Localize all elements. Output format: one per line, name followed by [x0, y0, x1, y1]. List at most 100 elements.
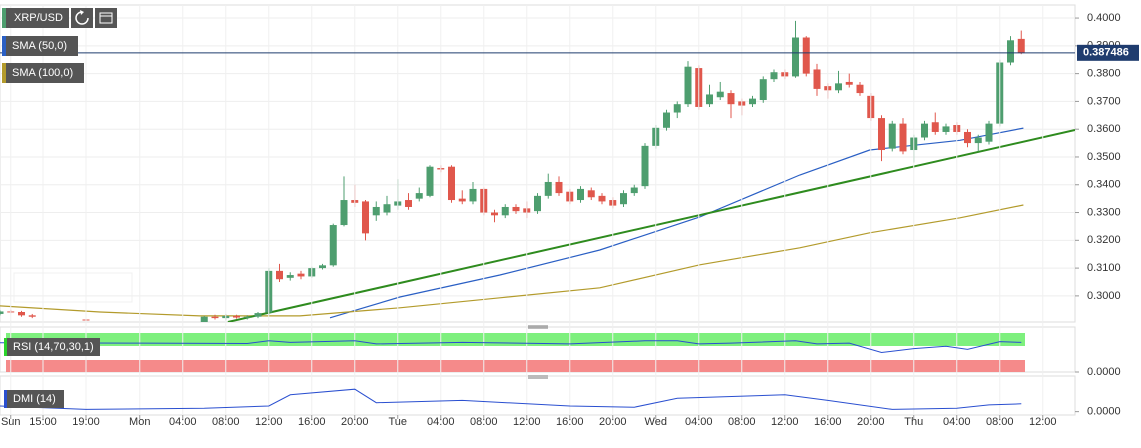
x-tick-label: 12:00: [771, 416, 799, 428]
x-tick-label: 08:00: [212, 416, 240, 428]
candle-body: [974, 137, 982, 144]
plot-layer: 0.3000 0.3100 0.3200 0.3300 0.3400 0.3500 0.36…: [0, 5, 1139, 428]
blank-box: [13, 272, 133, 303]
x-tick-label: Wed: [645, 416, 667, 428]
indicator-plot: [0, 340, 1022, 354]
candle-body: [835, 83, 842, 91]
candle-body: [243, 316, 251, 318]
calendar-button[interactable]: [95, 8, 117, 28]
price-panel: [0, 4, 1076, 323]
candle-body: [964, 131, 971, 144]
candle-body: [770, 72, 778, 80]
x-tick-label: 08:00: [470, 416, 498, 428]
x-tick-label: Sun: [1, 416, 21, 428]
y-tick-label: 0.3500: [1087, 151, 1121, 163]
candle-body: [426, 166, 434, 196]
candle-body: [555, 181, 563, 194]
candle-body: [200, 316, 208, 322]
x-tick-label: 04:00: [427, 416, 455, 428]
candle-body: [888, 123, 896, 149]
rsi-overbought-band: [6, 333, 1025, 346]
candle-body: [319, 265, 326, 269]
splitters: [528, 325, 548, 379]
candle-body: [491, 212, 498, 216]
sma-line: [0, 204, 1024, 317]
x-tick-label: 20:00: [599, 416, 627, 428]
y-tick-label: 0.3100: [1087, 262, 1121, 274]
candle-body: [759, 79, 767, 101]
refresh-button[interactable]: [71, 8, 93, 28]
candle-body: [921, 123, 928, 138]
candle-body: [254, 313, 262, 317]
candle-body: [577, 188, 584, 201]
sma50-button[interactable]: SMA (50,0): [2, 36, 78, 56]
candle-body: [792, 37, 799, 77]
candle-body: [673, 104, 681, 113]
candle-body: [469, 188, 477, 202]
current-price-label: 0.387486: [1083, 47, 1129, 59]
candle-body: [630, 187, 638, 194]
y-tick-label: 0.3600: [1087, 123, 1121, 135]
x-tick-label: 16:00: [298, 416, 326, 428]
sma100-button[interactable]: SMA (100,0): [2, 63, 84, 83]
indicator-plot: [0, 388, 1022, 410]
candle-body: [544, 181, 552, 196]
candle-body: [942, 126, 950, 132]
candle-body: [448, 166, 455, 201]
x-tick-label: 20:00: [857, 416, 885, 428]
rsi-button[interactable]: RSI (14,70,30,1): [4, 338, 100, 356]
candle-body: [856, 84, 864, 94]
candle-body: [1007, 40, 1014, 63]
x-tick-label: 16:00: [556, 416, 584, 428]
candle-body: [985, 123, 993, 142]
x-tick-label: 04:00: [169, 416, 197, 428]
candle-body: [28, 315, 36, 317]
x-tick-label: Thu: [904, 416, 923, 428]
candle-body: [458, 198, 466, 202]
dmi-button[interactable]: DMI (14): [4, 390, 64, 408]
candle-body: [587, 190, 595, 198]
candle-body: [415, 193, 423, 199]
candle-body: [534, 195, 541, 212]
sma50-label: SMA (50,0): [12, 40, 67, 52]
y-tick-label: 0.3700: [1087, 95, 1121, 107]
candle-body: [716, 91, 724, 98]
candle-body: [362, 201, 369, 234]
y-tick-label: 0.3200: [1087, 234, 1121, 246]
x-tick-label: 16:00: [814, 416, 842, 428]
symbol-button[interactable]: XRP/USD: [2, 8, 69, 28]
legend: XRP/USD SMA (50,0) SMA (100,0) RSI (14,7…: [2, 8, 117, 408]
candle-body: [383, 204, 391, 213]
candle-body: [501, 206, 509, 216]
candle-body: [663, 112, 670, 128]
candle-body: [297, 273, 305, 277]
current-price-box: [1077, 44, 1139, 61]
sma100-label: SMA (100,0): [12, 67, 73, 79]
candle-body: [276, 270, 283, 280]
candle-body: [286, 275, 294, 278]
candle-body: [233, 315, 240, 318]
y-tick-label: 0.4000: [1087, 12, 1121, 24]
candle-body: [813, 69, 821, 89]
candle-body: [598, 195, 606, 202]
candle-body: [802, 37, 810, 74]
symbol-label: XRP/USD: [14, 12, 63, 24]
candle-body: [749, 98, 756, 105]
x-tick-label: Tue: [388, 416, 407, 428]
trend-line: [227, 129, 1075, 322]
candle-body: [641, 145, 649, 187]
y-tick-label: 0.3300: [1087, 206, 1121, 218]
candle-body: [899, 123, 907, 152]
candle-body: [0, 311, 4, 314]
x-tick-label: 04:00: [943, 416, 971, 428]
rsi-oversold-band: [6, 360, 1025, 372]
x-tick-label: 12:00: [513, 416, 541, 428]
x-tick-label: Mon: [129, 416, 150, 428]
candle-body: [18, 311, 25, 316]
dmi-label: DMI (14): [13, 393, 56, 405]
x-tick-label: 12:00: [255, 416, 283, 428]
candle-body: [931, 122, 939, 132]
x-tick-label: 12:00: [1029, 416, 1057, 428]
x-tick-label: 19:00: [72, 416, 100, 428]
indicator-line: [0, 340, 1022, 354]
